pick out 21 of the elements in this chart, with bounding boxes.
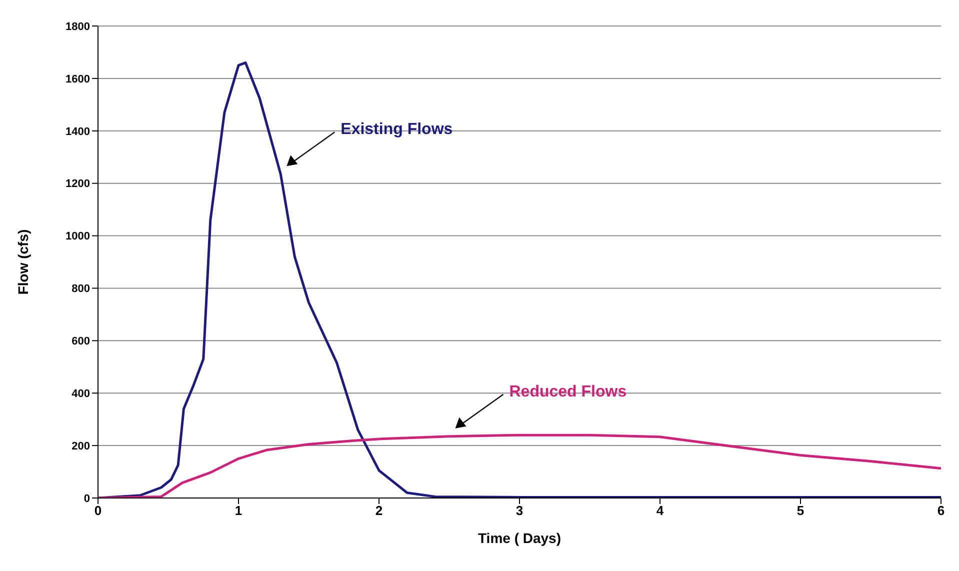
y-tick-label: 1600 bbox=[66, 73, 90, 86]
y-tick-label: 1200 bbox=[66, 178, 90, 190]
y-tick-label: 400 bbox=[72, 388, 90, 400]
y-tick-label: 200 bbox=[72, 440, 90, 452]
x-tick-label: 6 bbox=[937, 503, 945, 518]
y-tick-label: 0 bbox=[84, 492, 90, 505]
x-tick-label: 0 bbox=[94, 503, 102, 518]
x-tick-label: 5 bbox=[796, 503, 804, 518]
y-tick-label: 800 bbox=[72, 283, 90, 296]
y-tick-label: 1400 bbox=[66, 126, 90, 138]
y-tick-label: 600 bbox=[72, 336, 90, 348]
text: Reduced Flows bbox=[509, 383, 627, 400]
x-tick-label: 3 bbox=[516, 503, 524, 518]
x-axis-title: Time ( Days) bbox=[478, 530, 561, 546]
y-tick-label: 1800 bbox=[66, 20, 90, 33]
text: Existing Flows bbox=[340, 121, 453, 138]
y-tick-label: 1000 bbox=[66, 230, 90, 243]
y-axis-title: Flow (cfs) bbox=[14, 229, 31, 295]
x-tick-label: 1 bbox=[234, 503, 242, 518]
x-tick-label: 2 bbox=[375, 503, 383, 518]
x-tick-label: 4 bbox=[656, 503, 664, 518]
